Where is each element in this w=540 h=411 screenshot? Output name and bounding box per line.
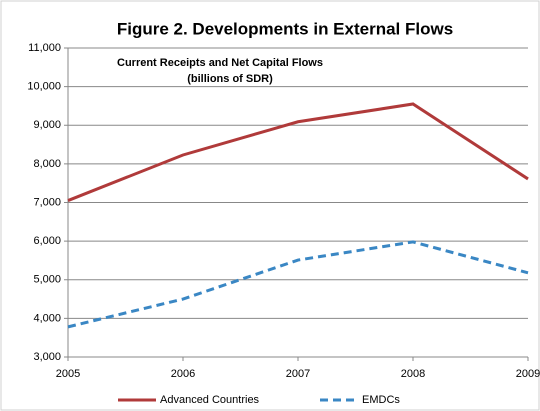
x-tick-label: 2008 [401,368,425,380]
y-tick-label: 9,000 [33,119,61,131]
chart-title: Figure 2. Developments in External Flows [117,19,453,38]
annotation: Current Receipts and Net Capital Flows [117,57,323,69]
annotation: (billions of SDR) [187,73,273,85]
y-tick-label: 10,000 [27,81,61,93]
x-tick-label: 2005 [56,368,80,380]
y-tick-label: 3,000 [33,351,61,363]
y-tick-label: 5,000 [33,274,61,286]
legend-label: Advanced Countries [160,394,260,406]
y-tick-label: 7,000 [33,196,61,208]
x-tick-label: 2009 [516,368,540,380]
y-tick-label: 4,000 [33,312,61,324]
legend-label: EMDCs [362,394,400,406]
x-tick-label: 2007 [286,368,310,380]
x-tick-label: 2006 [171,368,195,380]
y-tick-label: 8,000 [33,158,61,170]
y-tick-label: 6,000 [33,235,61,247]
series-line [67,102,529,202]
series-line [67,240,529,329]
y-tick-label: 11,000 [28,42,61,54]
